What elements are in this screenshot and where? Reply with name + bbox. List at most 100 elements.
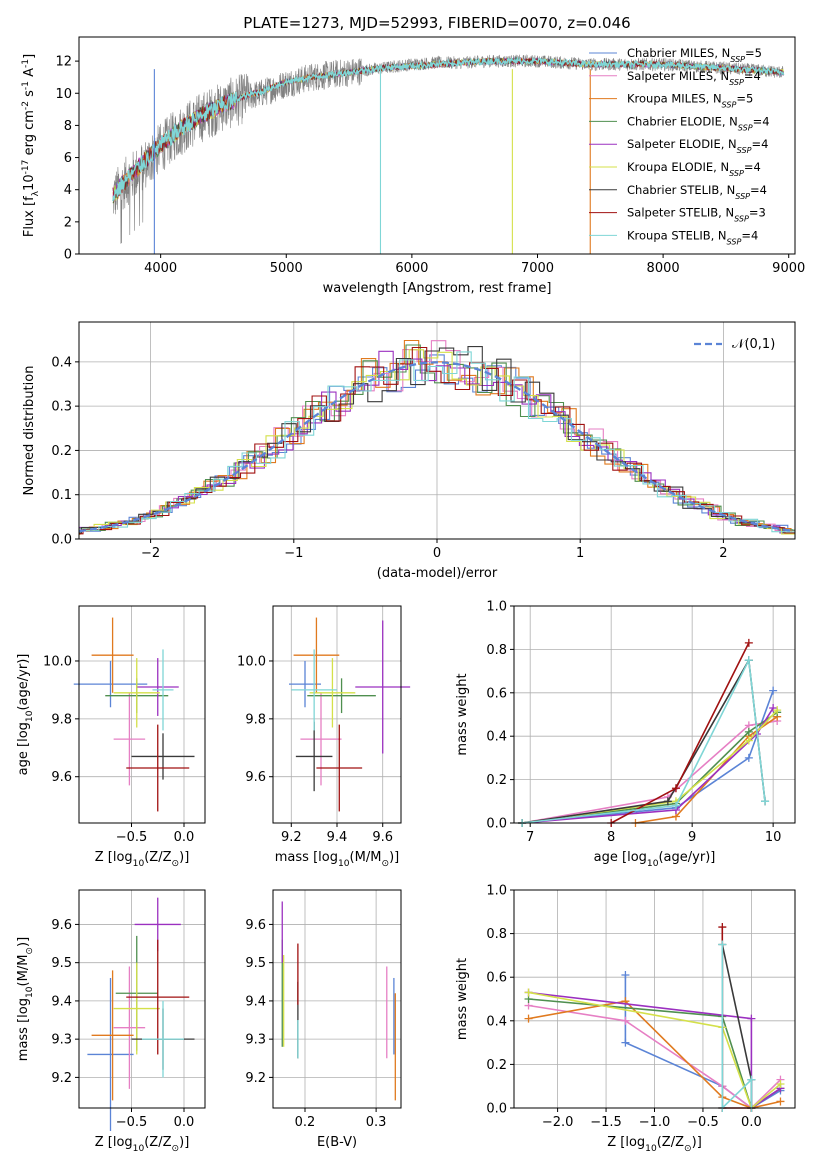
chart-title: PLATE=1273, MJD=52993, FIBERID=0070, z=0… bbox=[243, 14, 630, 32]
x-tick-label: −1 bbox=[284, 546, 303, 561]
massweight-marker bbox=[747, 1014, 756, 1023]
axes-frame bbox=[513, 889, 796, 1109]
model-spectrum bbox=[112, 56, 785, 202]
y-tick-label: 0.0 bbox=[51, 533, 72, 548]
x-tick-label: 0.0 bbox=[174, 1115, 195, 1130]
massweight-marker bbox=[776, 1080, 785, 1089]
x-tick-label: 8 bbox=[607, 830, 615, 845]
legend-entry: Chabrier MILES, NSSP=5 bbox=[627, 46, 762, 64]
massweight-marker bbox=[744, 736, 753, 745]
massweight-line bbox=[522, 657, 766, 824]
massweight-marker bbox=[621, 1016, 630, 1025]
massweight-marker bbox=[744, 656, 753, 665]
x-tick-label: 10 bbox=[765, 830, 782, 845]
y-tick-label: 10.0 bbox=[43, 654, 72, 669]
axes-frame bbox=[78, 889, 206, 1109]
y-tick-label: 9.5 bbox=[51, 956, 72, 971]
massweight-vs-age-panel: 7 8 9 10 0.0 0.2 0.4 0.6 0.8 1.0 age [log10​(age/y… bbox=[455, 600, 796, 869]
massweight-marker bbox=[671, 801, 680, 810]
x-tick-label: −2.0 bbox=[542, 1115, 574, 1130]
massweight-line bbox=[528, 991, 781, 1110]
y-tick-label: 1.0 bbox=[486, 600, 507, 615]
x-tick-label: 9000 bbox=[772, 261, 805, 276]
x-tick-label: 2 bbox=[719, 546, 727, 561]
y-tick-label: 9.6 bbox=[51, 770, 72, 785]
legend-entry: Chabrier STELIB, NSSP=4 bbox=[627, 183, 767, 201]
y-tick-label: 8 bbox=[64, 119, 72, 134]
y-tick-label: 9.3 bbox=[51, 1033, 72, 1048]
x-tick-label: 0.3 bbox=[366, 1115, 387, 1130]
y-tick-label: 4 bbox=[64, 183, 72, 198]
residuals-panel: −2 −1 0 1 2 0.0 0.1 0.2 0.3 0.4 (data-model)/error… bbox=[22, 321, 796, 581]
residual-histogram bbox=[79, 340, 795, 532]
legend-entry: Kroupa MILES, NSSP=5 bbox=[627, 92, 753, 110]
legend-entry: Kroupa STELIB, NSSP=4 bbox=[627, 228, 758, 246]
y-tick-label: 0.8 bbox=[486, 927, 507, 942]
legend-entry: Kroupa ELODIE, NSSP=4 bbox=[627, 160, 761, 178]
y-tick-label: 0.3 bbox=[51, 400, 72, 415]
legend-entry: Salpeter STELIB, NSSP=3 bbox=[627, 206, 766, 224]
x-tick-label: 4000 bbox=[144, 261, 177, 276]
gaussian-curve bbox=[79, 361, 793, 533]
x-tick-label: 9.4 bbox=[327, 830, 348, 845]
y-axis-label: Flux [fλ​10-17​ erg cm-2​ s-1​ A-1​] bbox=[21, 54, 41, 237]
axes-frame bbox=[272, 605, 402, 824]
axes-frame bbox=[272, 889, 402, 1109]
y-tick-label: 12 bbox=[55, 55, 72, 70]
massweight-marker bbox=[524, 988, 533, 997]
axes-frame bbox=[78, 321, 796, 540]
x-axis-label: Z [log10​(Z/Z⊙​)] bbox=[95, 850, 190, 869]
y-tick-label: 9.3 bbox=[245, 1033, 266, 1048]
x-tick-label: 9 bbox=[688, 830, 696, 845]
y-tick-label: 10 bbox=[55, 87, 72, 102]
legend-entry: Salpeter ELODIE, NSSP=4 bbox=[627, 137, 768, 155]
y-tick-label: 6 bbox=[64, 151, 72, 166]
x-tick-label: 1 bbox=[576, 546, 584, 561]
massweight-marker bbox=[747, 1075, 756, 1084]
massweight-line bbox=[528, 991, 782, 1110]
x-tick-label: 6000 bbox=[395, 261, 428, 276]
x-axis-label: mass [log10​(M/M⊙​)] bbox=[275, 850, 399, 869]
massweight-marker bbox=[663, 797, 672, 806]
x-tick-label: −0.5 bbox=[116, 830, 148, 845]
x-axis-label: age [log10​(age/yr)] bbox=[594, 850, 716, 869]
x-tick-label: 7000 bbox=[521, 261, 554, 276]
y-tick-label: 0.4 bbox=[486, 730, 507, 745]
x-tick-label: 9.2 bbox=[281, 830, 302, 845]
x-tick-label: 9.6 bbox=[372, 830, 393, 845]
massweight-vs-Z-panel: −2.0 −1.5 −1.0 −0.5 0.0 0.0 0.2 0.4 0.6 0.8 1.0 Z [… bbox=[455, 884, 796, 1154]
y-tick-label: 9.4 bbox=[51, 994, 72, 1009]
massweight-marker bbox=[621, 1038, 630, 1047]
axes-frame bbox=[513, 605, 796, 824]
massweight-marker bbox=[744, 638, 753, 647]
massweight-line bbox=[522, 707, 774, 824]
age-vs-Z-panel: −0.5 0.0 9.6 9.8 10.0 Z [log10​(Z/Z⊙​)] age [l… bbox=[16, 605, 206, 869]
y-tick-label: 9.8 bbox=[51, 712, 72, 727]
massweight-line bbox=[721, 944, 753, 1110]
residual-histogram bbox=[79, 346, 795, 534]
massweight-marker bbox=[769, 686, 778, 695]
age-vs-mass-panel: 9.2 9.4 9.6 9.6 9.8 10.0 mass [log10​(M/M⊙​)] bbox=[237, 605, 411, 869]
x-tick-label: 0.0 bbox=[174, 830, 195, 845]
x-tick-label: 7 bbox=[526, 830, 534, 845]
massweight-marker bbox=[718, 923, 727, 932]
y-axis-label: mass weight bbox=[455, 958, 470, 1040]
massweight-marker bbox=[524, 1014, 533, 1023]
x-tick-label: 0.0 bbox=[741, 1115, 762, 1130]
mass-vs-ebv-panel: 0.2 0.3 9.2 9.3 9.4 9.5 9.6 E(B-V) bbox=[245, 889, 402, 1150]
legend-entry: 𝒩(0,1) bbox=[732, 337, 775, 352]
y-tick-label: 9.2 bbox=[245, 1071, 266, 1086]
massweight-marker bbox=[761, 797, 770, 806]
x-tick-label: 0 bbox=[433, 546, 441, 561]
massweight-marker bbox=[671, 784, 680, 793]
x-tick-label: −2 bbox=[141, 546, 160, 561]
y-tick-label: 9.5 bbox=[245, 956, 266, 971]
x-axis-label: Z [log10​(Z/Z⊙​)] bbox=[607, 1135, 702, 1154]
y-tick-label: 9.4 bbox=[245, 994, 266, 1009]
spectrum-panel: 4000 5000 6000 7000 8000 9000 0 2 4 6 8 10 12 wavelen… bbox=[21, 36, 805, 296]
x-axis-label: E(B-V) bbox=[317, 1135, 357, 1150]
y-tick-label: 9.6 bbox=[245, 770, 266, 785]
axes-frame bbox=[78, 605, 206, 824]
y-tick-label: 0.4 bbox=[51, 355, 72, 370]
